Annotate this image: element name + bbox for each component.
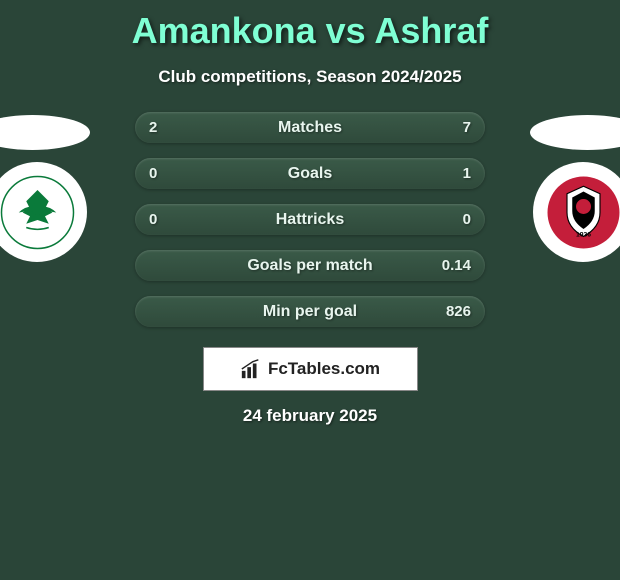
stat-right-value: 1	[463, 165, 471, 182]
stat-left-value: 2	[149, 119, 157, 136]
right-ellipse	[530, 115, 620, 150]
stat-left-value: 0	[149, 165, 157, 182]
shield-crest-icon: 1936	[546, 175, 620, 250]
subtitle: Club competitions, Season 2024/2025	[0, 67, 620, 87]
stat-label: Matches	[278, 119, 342, 137]
right-club-badge: 1936	[533, 162, 620, 262]
left-ellipse	[0, 115, 90, 150]
stat-row-matches: 2 Matches 7	[135, 112, 485, 143]
left-club-badge	[0, 162, 87, 262]
stat-right-value: 0	[463, 211, 471, 228]
stat-right-value: 0.14	[442, 257, 471, 274]
stat-row-hattricks: 0 Hattricks 0	[135, 204, 485, 235]
stat-label: Goals	[288, 165, 332, 183]
stat-label: Goals per match	[247, 257, 372, 275]
chart-bar-icon	[240, 358, 262, 380]
brand-label: FcTables.com	[268, 359, 380, 379]
stat-label: Hattricks	[276, 211, 344, 229]
brand-box[interactable]: FcTables.com	[203, 347, 418, 391]
svg-text:1936: 1936	[575, 231, 590, 238]
stats-list: 2 Matches 7 0 Goals 1 0 Hattricks 0 Goal…	[0, 112, 620, 327]
stat-row-mpg: Min per goal 826	[135, 296, 485, 327]
left-team-area	[0, 115, 90, 262]
stat-row-gpm: Goals per match 0.14	[135, 250, 485, 281]
stat-left-value: 0	[149, 211, 157, 228]
eagle-crest-icon	[0, 175, 75, 250]
stat-label: Min per goal	[263, 303, 357, 321]
page-title: Amankona vs Ashraf	[0, 10, 620, 52]
stat-row-goals: 0 Goals 1	[135, 158, 485, 189]
stat-right-value: 826	[446, 303, 471, 320]
stat-right-value: 7	[463, 119, 471, 136]
date-label: 24 february 2025	[0, 406, 620, 426]
right-team-area: 1936	[530, 115, 620, 262]
